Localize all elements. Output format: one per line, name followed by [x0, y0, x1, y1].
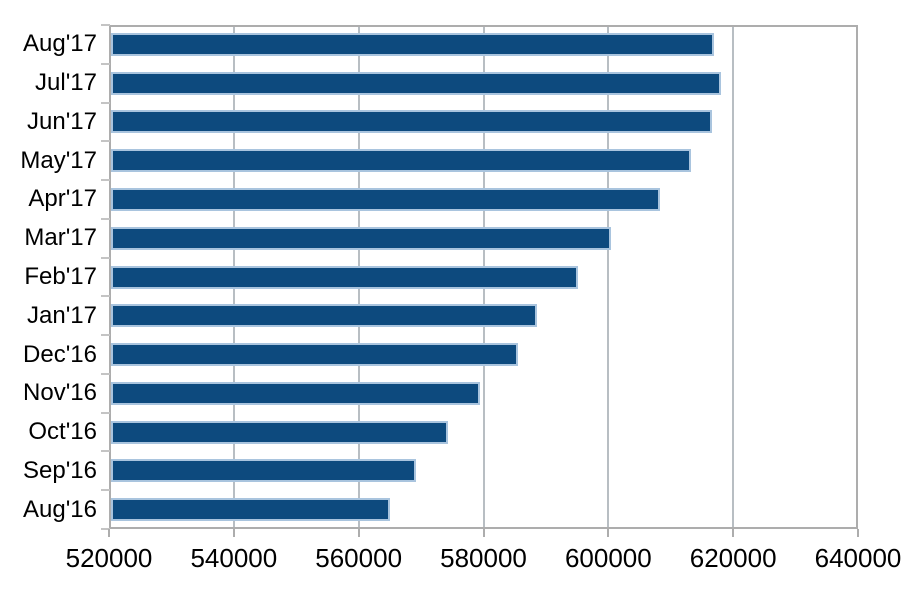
x-axis-tick [732, 529, 735, 537]
y-axis-tick [101, 372, 110, 375]
bar-nov16 [111, 381, 481, 405]
y-axis-tick [101, 217, 110, 220]
bar-jul17 [111, 71, 721, 95]
y-axis-label-feb17: Feb'17 [24, 262, 97, 290]
bar-aug16 [111, 498, 391, 522]
y-axis-label-apr17: Apr'17 [28, 185, 97, 213]
y-axis-tick [101, 411, 110, 414]
x-axis-label-640000: 640000 [814, 543, 902, 573]
y-axis-tick [101, 528, 110, 530]
y-axis-label-sep16: Sep'16 [23, 456, 97, 484]
y-axis-label-aug17: Aug'17 [23, 30, 97, 58]
bar-apr17 [111, 187, 661, 211]
y-axis-tick [101, 179, 110, 182]
x-axis-tick [232, 529, 235, 537]
gridline-620000 [732, 27, 735, 527]
x-axis-tick [108, 529, 110, 537]
bar-oct16 [111, 420, 448, 444]
bar-dec16 [111, 343, 519, 367]
x-axis-label-520000: 520000 [65, 543, 153, 573]
y-axis-label-oct16: Oct'16 [28, 418, 97, 446]
y-axis-label-jun17: Jun'17 [27, 107, 97, 135]
x-axis-label-540000: 540000 [190, 543, 278, 573]
y-axis-tick [101, 140, 110, 143]
y-axis-label-may17: May'17 [20, 146, 97, 174]
x-axis-label-560000: 560000 [315, 543, 403, 573]
bar-may17 [111, 149, 692, 173]
plot-area [109, 25, 858, 529]
gridline-600000 [607, 27, 610, 527]
x-axis-tick [482, 529, 485, 537]
bar-aug17 [111, 32, 715, 56]
x-axis-tick [857, 529, 859, 537]
y-axis-label-mar17: Mar'17 [24, 224, 97, 252]
x-axis-label-620000: 620000 [689, 543, 777, 573]
y-axis-tick [101, 256, 110, 259]
y-axis-tick [101, 334, 110, 337]
y-axis-tick [101, 295, 110, 298]
bar-jun17 [111, 110, 712, 134]
x-axis-tick [357, 529, 360, 537]
y-axis-tick [101, 101, 110, 104]
y-axis-label-jul17: Jul'17 [35, 69, 97, 97]
y-axis-label-aug16: Aug'16 [23, 495, 97, 523]
y-axis-label-nov16: Nov'16 [23, 379, 97, 407]
bar-feb17 [111, 265, 579, 289]
y-axis-label-dec16: Dec'16 [23, 340, 97, 368]
x-axis-label-600000: 600000 [564, 543, 652, 573]
x-axis-tick [607, 529, 610, 537]
bar-sep16 [111, 459, 417, 483]
x-axis-label-580000: 580000 [440, 543, 527, 573]
y-axis-label-jan17: Jan'17 [27, 301, 97, 329]
y-axis-tick [101, 489, 110, 492]
bar-mar17 [111, 226, 611, 250]
y-axis-tick [101, 450, 110, 453]
bar-jan17 [111, 304, 537, 328]
y-axis-tick [101, 62, 110, 65]
y-axis-tick [101, 24, 110, 26]
